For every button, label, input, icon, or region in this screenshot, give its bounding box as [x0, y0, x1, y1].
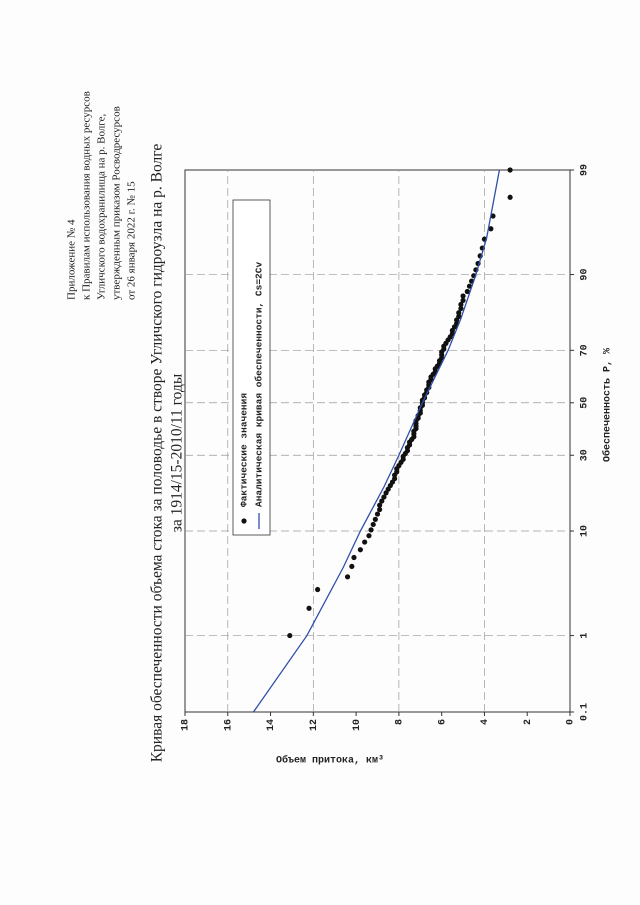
observed-point: [379, 498, 385, 504]
header-line: к Правилам использования водных ресурсов: [81, 91, 93, 300]
y-tick-label: 18: [181, 719, 192, 731]
y-tick-label: 14: [266, 719, 277, 731]
x-tick-label: 50: [580, 397, 591, 409]
observed-point: [458, 301, 464, 308]
observed-point: [370, 521, 376, 528]
observed-point: [456, 313, 462, 320]
observed-point: [488, 226, 494, 232]
chart-title: за 1914/15-2010/11 годы: [169, 373, 186, 532]
y-tick-label: 16: [223, 719, 234, 731]
observed-point: [368, 527, 374, 533]
chart-title: Кривая обеспеченности объема стока за по…: [149, 144, 166, 763]
observed-point: [490, 213, 496, 219]
observed-point: [357, 547, 363, 553]
header-line: Угличского водохранилища на р. Волге,: [96, 113, 108, 300]
observed-point: [460, 297, 466, 303]
observed-point: [344, 574, 351, 580]
y-axis-label: Объем притока, км³: [276, 754, 384, 767]
header-line: утвержденным приказом Росводресурсов: [111, 106, 123, 300]
observed-point: [456, 310, 462, 316]
observed-point: [366, 533, 372, 539]
x-tick-label: 1: [580, 633, 591, 639]
y-tick-label: 6: [437, 719, 448, 725]
y-tick-label: 10: [352, 719, 363, 731]
observed-point: [464, 288, 470, 295]
y-tick-label: 2: [523, 719, 534, 725]
observed-point: [507, 194, 513, 200]
x-axis-label: Обеспеченность P, %: [601, 348, 614, 462]
analytic-curve: [252, 169, 501, 713]
observed-point: [351, 554, 357, 561]
x-tick-label: 10: [580, 525, 591, 537]
observed-point: [315, 586, 321, 593]
observed-point: [507, 167, 513, 173]
y-tick-label: 0: [566, 719, 577, 725]
header-line: Приложение № 4: [66, 219, 78, 300]
observed-point: [377, 502, 383, 508]
y-tick-label: 4: [480, 719, 491, 725]
observed-point: [372, 516, 378, 522]
observed-point: [458, 305, 464, 312]
observed-point: [349, 563, 355, 570]
observed-point: [392, 476, 398, 482]
x-tick-label: 0.1: [580, 703, 591, 721]
observed-point: [306, 605, 312, 611]
y-tick-label: 8: [395, 719, 406, 725]
legend-label: Фактические значения: [239, 393, 250, 507]
observed-point: [374, 511, 381, 517]
observed-point: [377, 506, 383, 513]
observed-point: [362, 539, 368, 545]
plot-area: [184, 169, 571, 713]
legend-marker: [241, 518, 247, 524]
x-tick-label: 30: [580, 449, 591, 461]
x-tick-label: 90: [580, 269, 591, 281]
x-tick-label: 70: [580, 344, 591, 356]
observed-point: [287, 632, 293, 639]
y-tick-label: 12: [309, 719, 320, 731]
observed-point: [381, 494, 387, 500]
legend-label: Аналитическая кривая обеспеченности, Cs=…: [254, 262, 265, 507]
header-line: от 26 января 2022 г. № 15: [126, 181, 138, 300]
observed-point: [466, 283, 473, 289]
legend-box: [232, 199, 271, 536]
x-tick-label: 99: [580, 164, 591, 176]
observed-point: [460, 293, 466, 299]
